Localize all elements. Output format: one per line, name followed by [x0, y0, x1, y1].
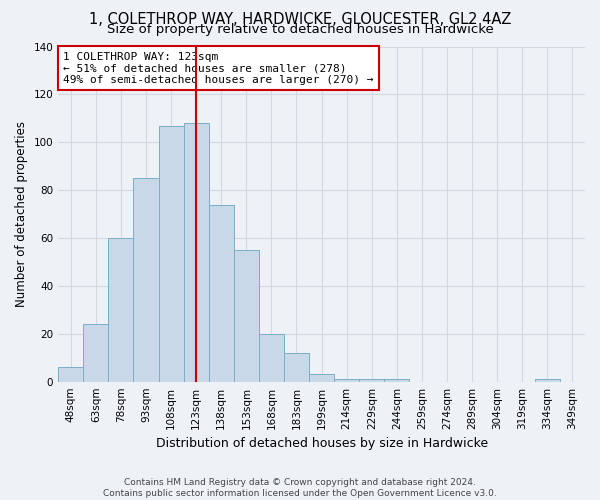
Text: 1 COLETHROP WAY: 123sqm
← 51% of detached houses are smaller (278)
49% of semi-d: 1 COLETHROP WAY: 123sqm ← 51% of detache…	[64, 52, 374, 84]
Bar	[234, 250, 259, 382]
Text: 1, COLETHROP WAY, HARDWICKE, GLOUCESTER, GL2 4AZ: 1, COLETHROP WAY, HARDWICKE, GLOUCESTER,…	[89, 12, 511, 28]
Bar	[158, 126, 184, 382]
Text: Size of property relative to detached houses in Hardwicke: Size of property relative to detached ho…	[107, 22, 493, 36]
Bar	[209, 204, 234, 382]
Bar	[259, 334, 284, 382]
Bar	[359, 380, 385, 382]
Y-axis label: Number of detached properties: Number of detached properties	[15, 121, 28, 307]
Bar	[109, 238, 133, 382]
Bar	[284, 353, 309, 382]
Bar	[309, 374, 334, 382]
Bar	[58, 368, 83, 382]
Bar	[83, 324, 109, 382]
Bar	[334, 380, 359, 382]
X-axis label: Distribution of detached houses by size in Hardwicke: Distribution of detached houses by size …	[155, 437, 488, 450]
Text: Contains HM Land Registry data © Crown copyright and database right 2024.
Contai: Contains HM Land Registry data © Crown c…	[103, 478, 497, 498]
Bar	[184, 123, 209, 382]
Bar	[535, 380, 560, 382]
Bar	[133, 178, 158, 382]
Bar	[385, 380, 409, 382]
